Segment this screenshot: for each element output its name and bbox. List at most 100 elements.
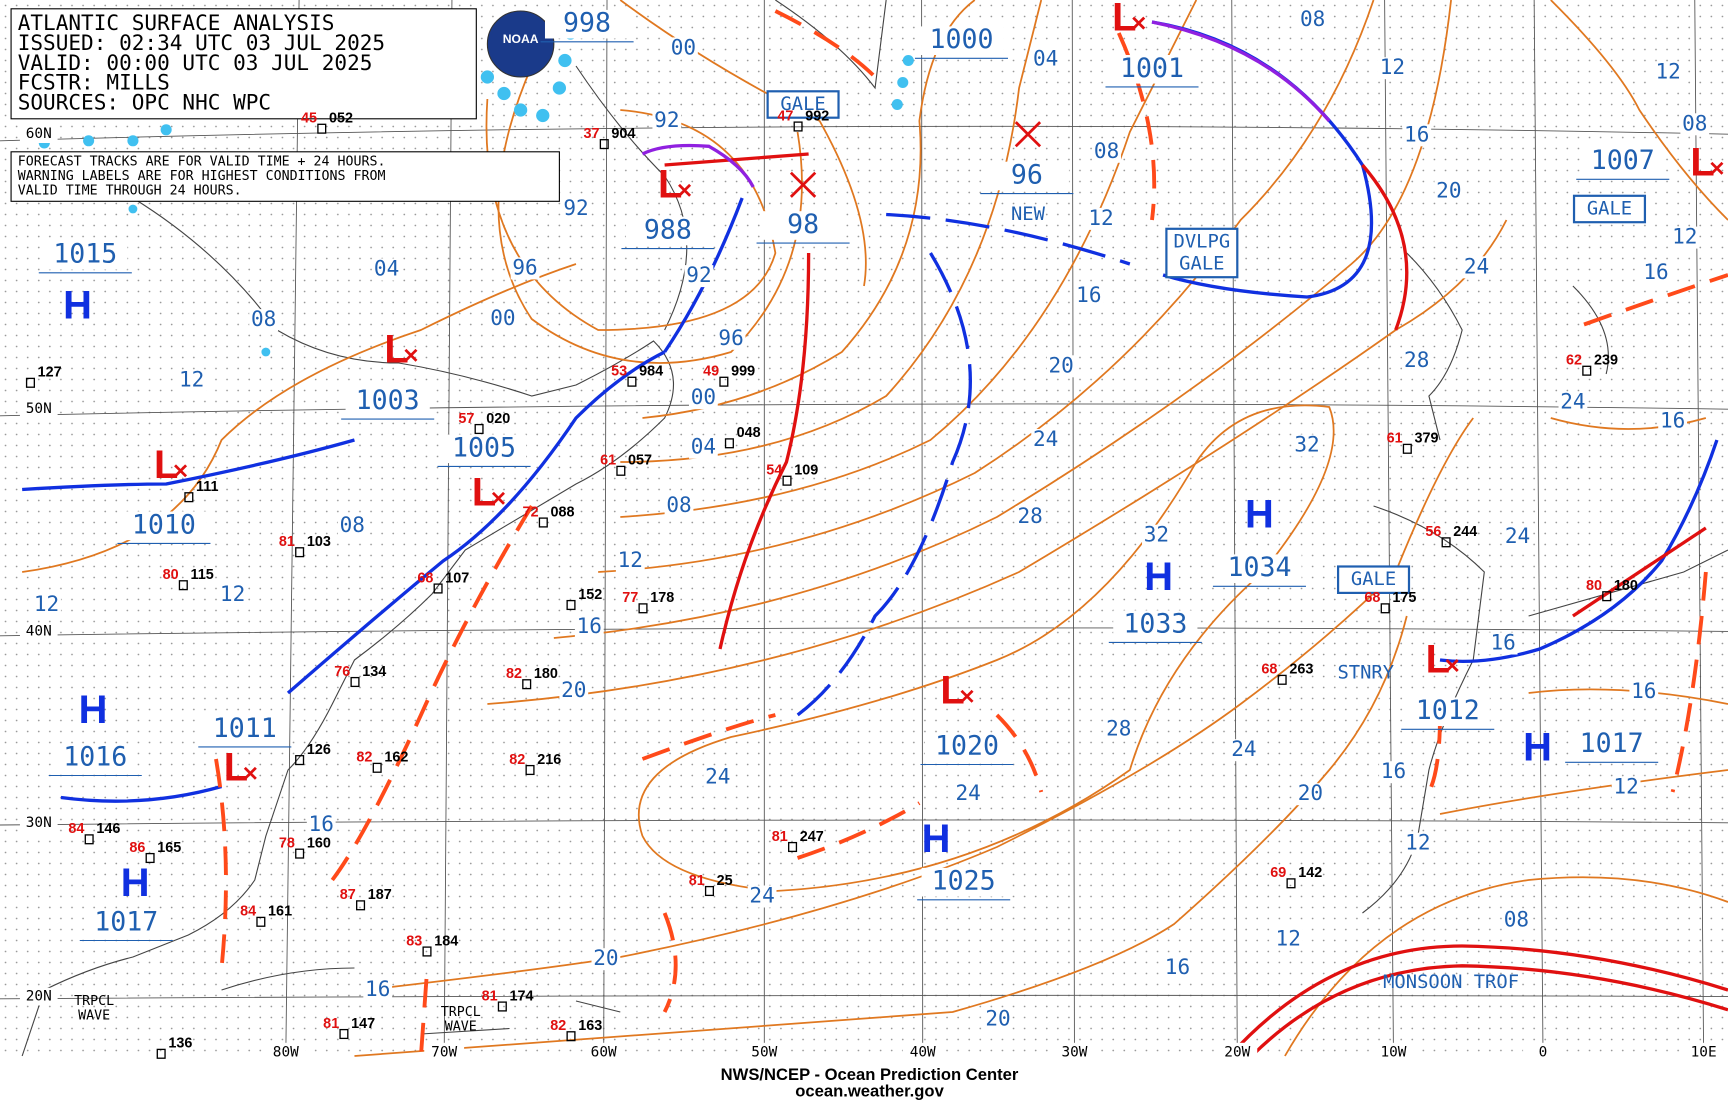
station-pressure: 180: [534, 666, 558, 682]
center-pressure: 1012: [1416, 695, 1480, 726]
isobar-label: 24: [1033, 427, 1058, 451]
isobar-label: 24: [1560, 390, 1585, 414]
pressure-label-bg: [84, 908, 169, 938]
station-temp: 81: [772, 829, 788, 845]
isobar-label-bg: [1670, 226, 1700, 249]
pressure-label-bg: [441, 434, 527, 464]
station-temp: 82: [506, 666, 522, 682]
isobar-label-bg: [1641, 261, 1671, 284]
pressure-label-bg: [1405, 697, 1490, 726]
isobar-label-bg: [1142, 524, 1171, 547]
low-x-mark: [491, 491, 505, 505]
station-pressure: 184: [434, 933, 458, 949]
center-pressure: 1025: [932, 866, 996, 897]
station-temp: 47: [777, 108, 793, 124]
isobar-label-bg: [363, 979, 393, 1001]
isobar-label-bg: [684, 265, 714, 288]
header-line: FCSTR: MILLS: [18, 71, 170, 95]
feature-label: TRPCL: [74, 994, 114, 1009]
center-pressure: 1033: [1123, 608, 1187, 639]
isobar-label: 16: [365, 977, 390, 1001]
lon-label: 60W: [591, 1045, 617, 1061]
isobar-label: 08: [666, 493, 691, 517]
station-pressure: 115: [191, 567, 214, 583]
feature-label: STNRY: [1337, 663, 1394, 684]
lon-label-box: [1373, 1042, 1414, 1061]
isobar-label: 00: [490, 306, 515, 330]
center-pressure: 1003: [356, 385, 420, 416]
station-temp: 68: [1364, 590, 1380, 606]
high-symbol: H: [1245, 493, 1274, 537]
lon-label: 80W: [273, 1045, 299, 1061]
isobar-label-bg: [218, 584, 248, 607]
feature-label: TRPCL: [441, 1005, 481, 1020]
low-symbol: L: [154, 443, 178, 487]
station-marker: [782, 475, 792, 486]
station-pressure: 147: [351, 1016, 375, 1032]
station-pressure: 174: [510, 988, 534, 1004]
low-symbol: L: [658, 163, 682, 207]
lon-label: 10W: [1380, 1045, 1406, 1061]
station-pressure: 146: [96, 821, 120, 837]
station-temp: 72: [523, 504, 539, 520]
isobar-label-bg: [664, 495, 694, 517]
pressure-label-bg: [1109, 55, 1195, 84]
lat-label-box: [19, 622, 58, 641]
lat-label-box: [19, 814, 58, 832]
station-marker: [1441, 537, 1451, 548]
station-marker: [522, 679, 532, 690]
warning-box: [766, 90, 840, 119]
station-marker: [627, 376, 637, 387]
high-symbol: H: [79, 688, 108, 732]
station-marker: [295, 848, 305, 859]
isobar-label: 08: [1094, 139, 1119, 163]
isobar-label-bg: [983, 1008, 1013, 1031]
center-pressure: 1034: [1227, 552, 1291, 583]
pressure-label-bg: [1113, 610, 1198, 640]
low-symbol: L: [384, 328, 408, 372]
isobar-label: 12: [618, 548, 643, 572]
lat-label: 20N: [26, 989, 52, 1005]
isobar-label: 08: [1682, 111, 1707, 135]
isobar-label: 08: [251, 307, 276, 331]
station-temp: 80: [163, 567, 179, 583]
station-pressure: 187: [368, 887, 392, 903]
pressure-label-bg: [121, 511, 207, 541]
low-x-mark: [174, 464, 188, 478]
station-marker: [1402, 443, 1412, 454]
center-pressure: 1010: [132, 509, 196, 540]
isobar-label: 16: [309, 812, 334, 836]
lon-label: 50W: [751, 1045, 777, 1061]
isobar-label: 24: [749, 884, 774, 908]
isobar-label: 12: [34, 592, 59, 616]
header-box: [10, 8, 477, 120]
notes-box: [10, 151, 560, 202]
pressure-label-bg: [202, 715, 287, 744]
isobar-label: 12: [1088, 206, 1113, 230]
station-marker: [525, 764, 535, 776]
lat-label-box: [19, 400, 58, 418]
pressure-label-bg: [1569, 730, 1654, 759]
station-temp: 86: [129, 840, 145, 856]
station-marker: [433, 583, 443, 594]
isobar-label: 12: [1672, 225, 1697, 249]
low-symbol: L: [1112, 0, 1136, 39]
station-marker: [638, 603, 648, 614]
isobar-label-bg: [1629, 680, 1659, 703]
station-pressure: 111: [196, 479, 218, 495]
isobar-label-bg: [1104, 718, 1134, 741]
isobar-label-bg: [688, 387, 718, 410]
lat-label-box: [19, 987, 58, 1006]
feature-label: MONSOON TROF: [1383, 972, 1519, 993]
isobar-label: 04: [374, 257, 399, 281]
station-temp: 84: [68, 821, 84, 837]
station-temp: 69: [1270, 865, 1286, 881]
isobar-label: 16: [1381, 759, 1406, 783]
center-pressure: 1017: [94, 906, 158, 937]
low-symbol: L: [472, 471, 496, 515]
lat-label: 30N: [26, 815, 52, 831]
isobar-label-bg: [1653, 61, 1683, 84]
isobar-label-bg: [510, 257, 540, 280]
isobar-label-bg: [615, 550, 645, 572]
